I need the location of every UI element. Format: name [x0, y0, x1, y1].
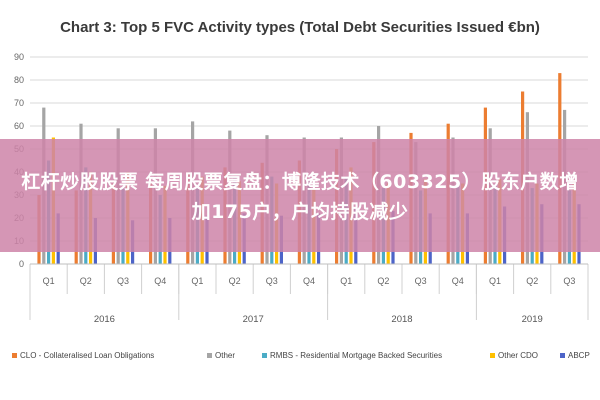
x-tick-label: Q3	[266, 276, 278, 286]
legend-label: CLO - Collateralised Loan Obligations	[20, 351, 154, 360]
x-tick-label: Q2	[377, 276, 389, 286]
legend-swatch	[560, 353, 565, 358]
y-tick-label: 70	[14, 98, 24, 108]
legend: CLO - Collateralised Loan Obligations Oth…	[12, 351, 590, 360]
chart-title: Chart 3: Top 5 FVC Activity types (Total…	[60, 19, 540, 36]
legend-label: Other CDO	[498, 351, 538, 360]
x-tick-label: Q2	[80, 276, 92, 286]
legend-label: Other	[215, 351, 235, 360]
y-tick-label: 80	[14, 75, 24, 85]
legend-swatch	[207, 353, 212, 358]
year-label: 2016	[94, 314, 115, 325]
x-tick-label: Q3	[563, 276, 575, 286]
x-tick-label: Q1	[340, 276, 352, 286]
legend-label: RMBS - Residential Mortgage Backed Secur…	[270, 351, 442, 360]
x-tick-label: Q2	[526, 276, 538, 286]
x-tick-label: Q3	[415, 276, 427, 286]
x-tick-label: Q1	[489, 276, 501, 286]
x-tick-label: Q3	[117, 276, 129, 286]
y-tick-label: 60	[14, 121, 24, 131]
x-tick-label: Q4	[303, 276, 315, 286]
legend-label: ABCP	[568, 351, 590, 360]
x-tick-label: Q2	[229, 276, 241, 286]
overlay-banner: 杠杆炒股股票 每周股票复盘：博隆技术（603325）股东户数增加175户，户均持…	[0, 139, 600, 252]
x-tick-label: Q1	[43, 276, 55, 286]
x-tick-label: Q4	[154, 276, 166, 286]
year-label: 2017	[243, 314, 264, 325]
legend-swatch	[262, 353, 267, 358]
y-tick-label: 0	[19, 259, 24, 269]
legend-swatch	[490, 353, 495, 358]
legend-swatch	[12, 353, 17, 358]
year-label: 2018	[391, 314, 412, 325]
y-tick-label: 90	[14, 52, 24, 62]
overlay-headline: 杠杆炒股股票 每周股票复盘：博隆技术（603325）股东户数增加175户，户均持…	[21, 171, 579, 223]
year-label: 2019	[522, 314, 543, 325]
x-tick-label: Q1	[191, 276, 203, 286]
x-tick-label: Q4	[452, 276, 464, 286]
